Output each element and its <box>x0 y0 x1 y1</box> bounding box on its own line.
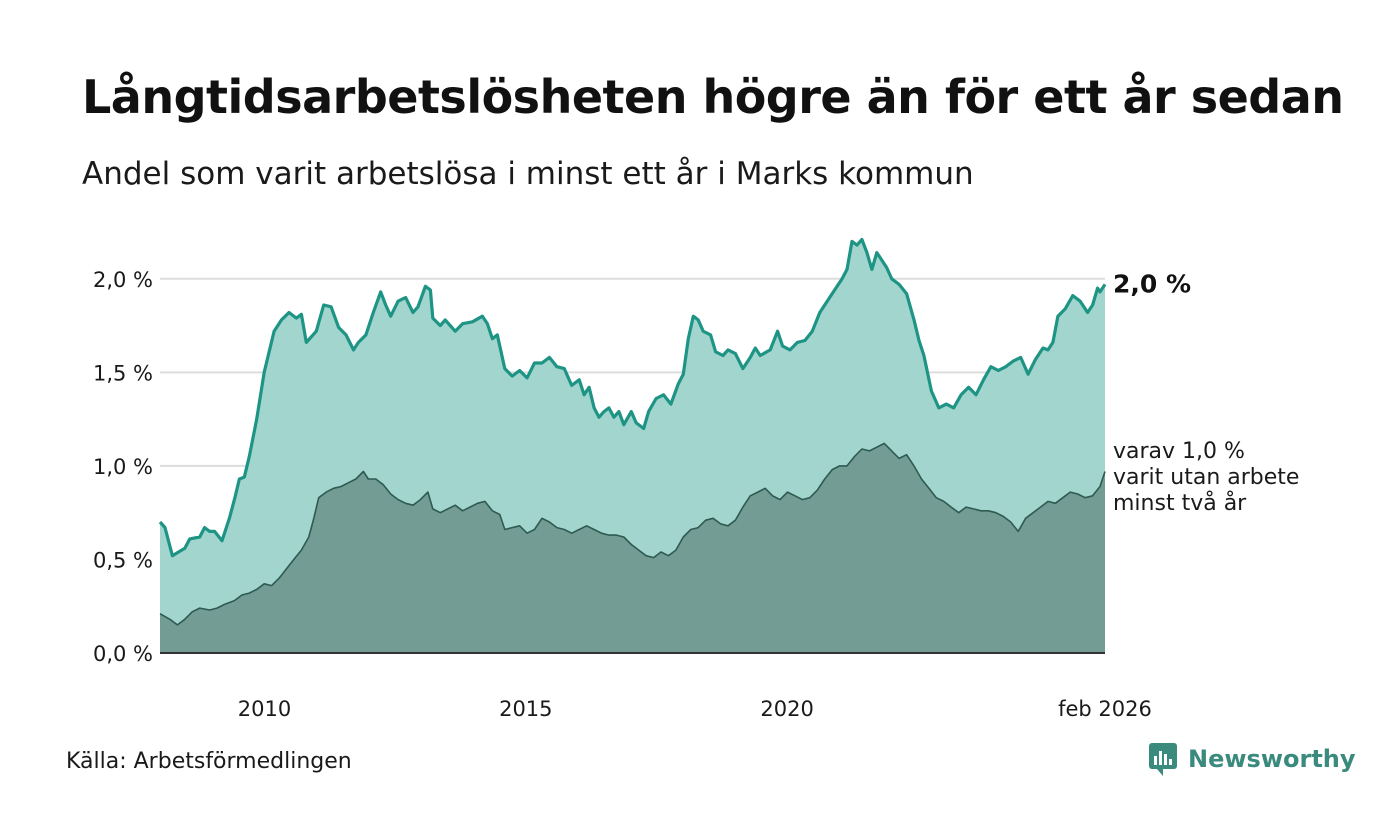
chart-labels: 0,0 % 0,5 % 1,0 % 1,5 % 2,0 % 2010 2015 2020 feb… <box>93 268 1299 721</box>
annotation-line: minst två år <box>1113 490 1247 516</box>
x-tick-label: 2020 <box>760 697 813 721</box>
y-tick-label: 0,5 % <box>93 548 153 572</box>
series-lines <box>158 237 1107 626</box>
area-two-years <box>160 443 1105 653</box>
chart-subtitle: Andel som varit arbetslösa i minst ett å… <box>82 156 974 192</box>
line-long-term <box>158 237 1107 558</box>
y-tick-label: 1,5 % <box>93 361 153 385</box>
series-areas <box>160 239 1105 653</box>
chart-title: Långtidsarbetslösheten högre än för ett … <box>82 70 1344 124</box>
end-label-main: 2,0 % <box>1113 269 1191 298</box>
x-tick-label: 2010 <box>238 697 291 721</box>
y-tick-label: 0,0 % <box>93 642 153 666</box>
x-tick-label: 2015 <box>499 697 552 721</box>
brand-logo[interactable]: Newsworthy <box>1148 742 1356 776</box>
line-two-years <box>159 442 1106 626</box>
annotation-line: varav 1,0 % <box>1113 439 1245 464</box>
annotation-line: varit utan arbete <box>1113 465 1299 490</box>
source-note: Källa: Arbetsförmedlingen <box>66 749 352 774</box>
end-label-two-years: varav 1,0 % varit utan arbete minst två år <box>1113 439 1299 516</box>
bar-chart-icon <box>1149 743 1177 776</box>
brand-name: Newsworthy <box>1188 745 1356 773</box>
x-tick-label: feb 2026 <box>1058 697 1152 721</box>
y-tick-label: 1,0 % <box>93 455 153 479</box>
y-tick-label: 2,0 % <box>93 268 153 292</box>
